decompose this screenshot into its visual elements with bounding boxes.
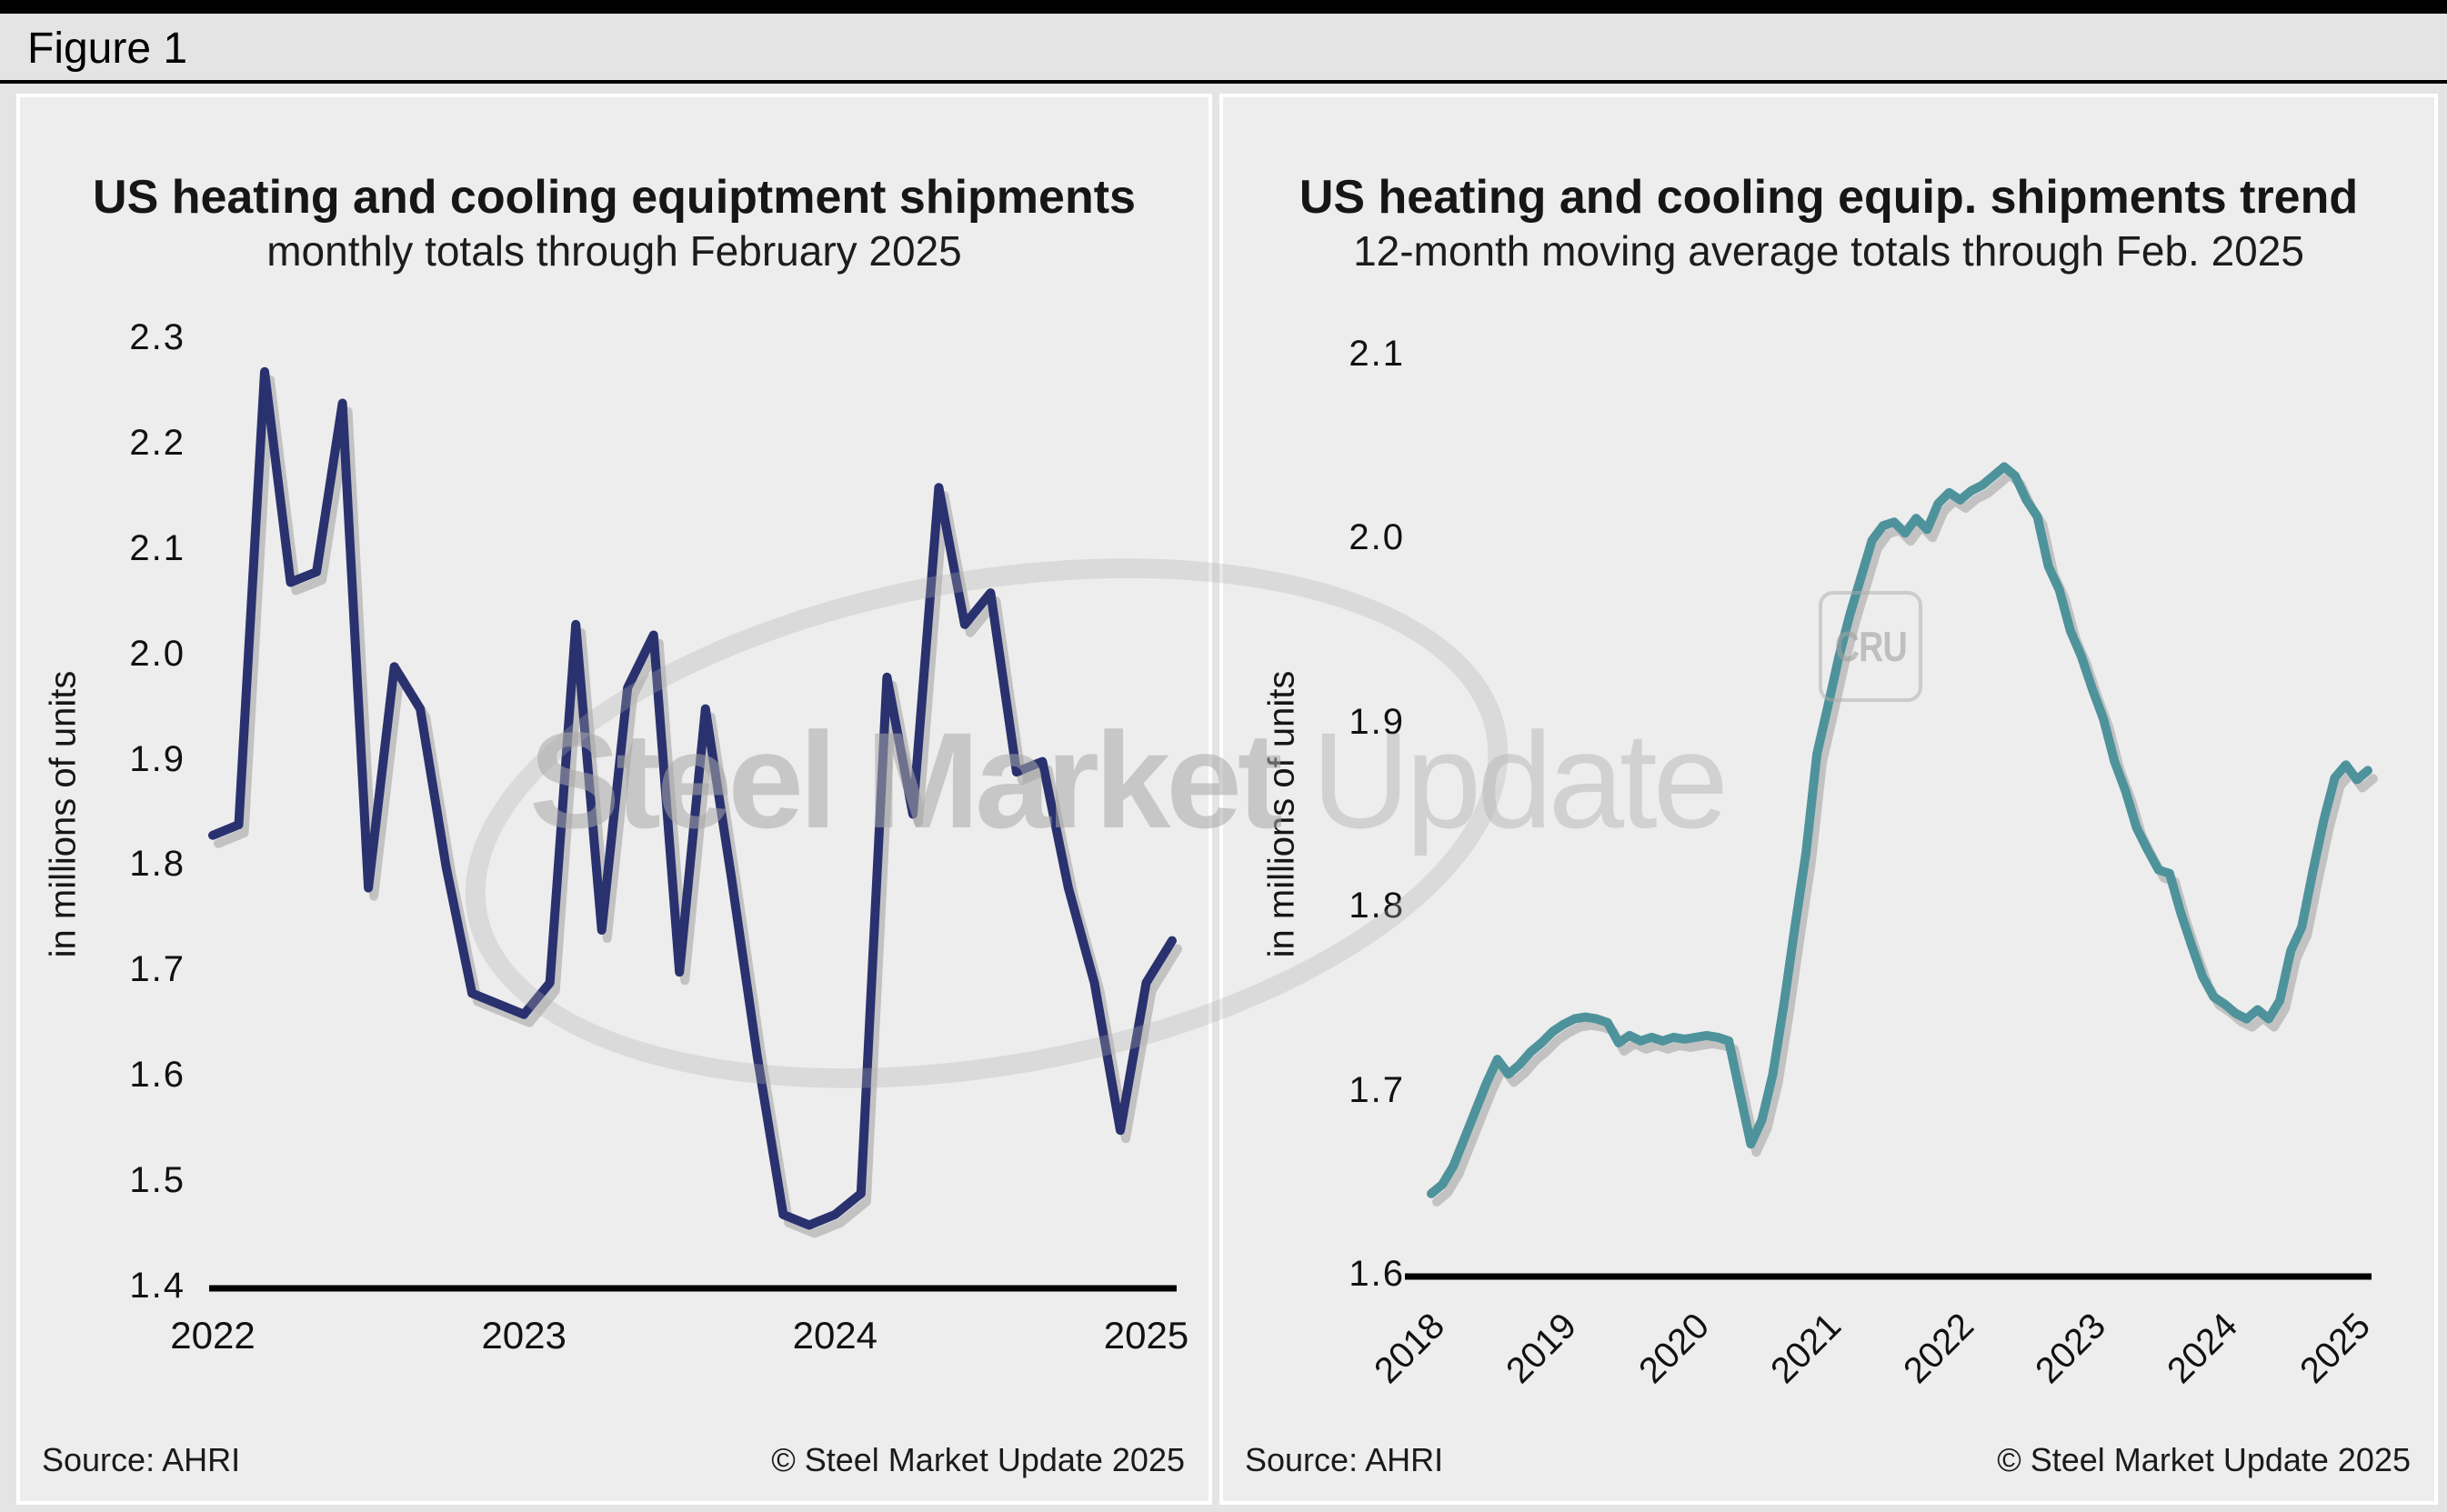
figure-label: Figure 1 <box>27 25 188 73</box>
chart-canvas <box>1405 462 2378 1280</box>
y-tick-label: 2.1 <box>129 527 186 568</box>
y-tick-label: 2.0 <box>129 633 186 674</box>
y-tick-label: 2.1 <box>1349 334 1405 374</box>
source-caption: Source: AHRI <box>1245 1441 1444 1478</box>
y-tick-label: 1.6 <box>1349 1254 1405 1294</box>
series-line <box>208 366 1177 1230</box>
y-tick-label: 1.7 <box>1349 1069 1405 1110</box>
y-tick-label: 1.8 <box>1349 886 1405 926</box>
series-line-shadow <box>1432 470 2378 1207</box>
copyright-caption: © Steel Market Update 2025 <box>1997 1441 2411 1478</box>
y-tick-label: 1.9 <box>1349 701 1405 742</box>
chart-subtitle: monthly totals through February 2025 <box>266 227 962 275</box>
y-tick-label: 1.6 <box>129 1055 186 1096</box>
x-tick-label: 2022 <box>170 1314 256 1357</box>
y-tick-label: 2.3 <box>129 317 186 357</box>
chart-title: US heating and cooling equiptment shipme… <box>93 171 1136 224</box>
chart-panel-trend: US heating and cooling equip. shipments … <box>1219 94 2438 1505</box>
y-tick-label: 1.5 <box>129 1160 186 1201</box>
y-tick-label: 1.8 <box>129 844 186 885</box>
y-tick-label: 1.4 <box>129 1266 186 1306</box>
chart-title: US heating and cooling equip. shipments … <box>1299 171 2359 224</box>
x-tick-label: 2025 <box>1103 1314 1189 1357</box>
copyright-caption: © Steel Market Update 2025 <box>771 1441 1185 1478</box>
y-tick-label: 1.9 <box>129 738 186 779</box>
top-black-strip <box>0 0 2447 14</box>
x-tick-label: 2023 <box>481 1314 567 1357</box>
y-tick-label: 1.7 <box>129 949 186 990</box>
header-rule <box>0 80 2447 84</box>
series-line <box>1427 462 2372 1198</box>
source-caption: Source: AHRI <box>42 1441 241 1478</box>
chart-canvas <box>208 366 1182 1292</box>
y-tick-label: 2.0 <box>1349 517 1405 558</box>
chart-subtitle: 12-month moving average totals through F… <box>1353 227 2304 275</box>
y-tick-label: 2.2 <box>129 422 186 463</box>
x-tick-label: 2024 <box>792 1314 878 1357</box>
chart-panel-monthly: US heating and cooling equiptment shipme… <box>16 94 1212 1505</box>
